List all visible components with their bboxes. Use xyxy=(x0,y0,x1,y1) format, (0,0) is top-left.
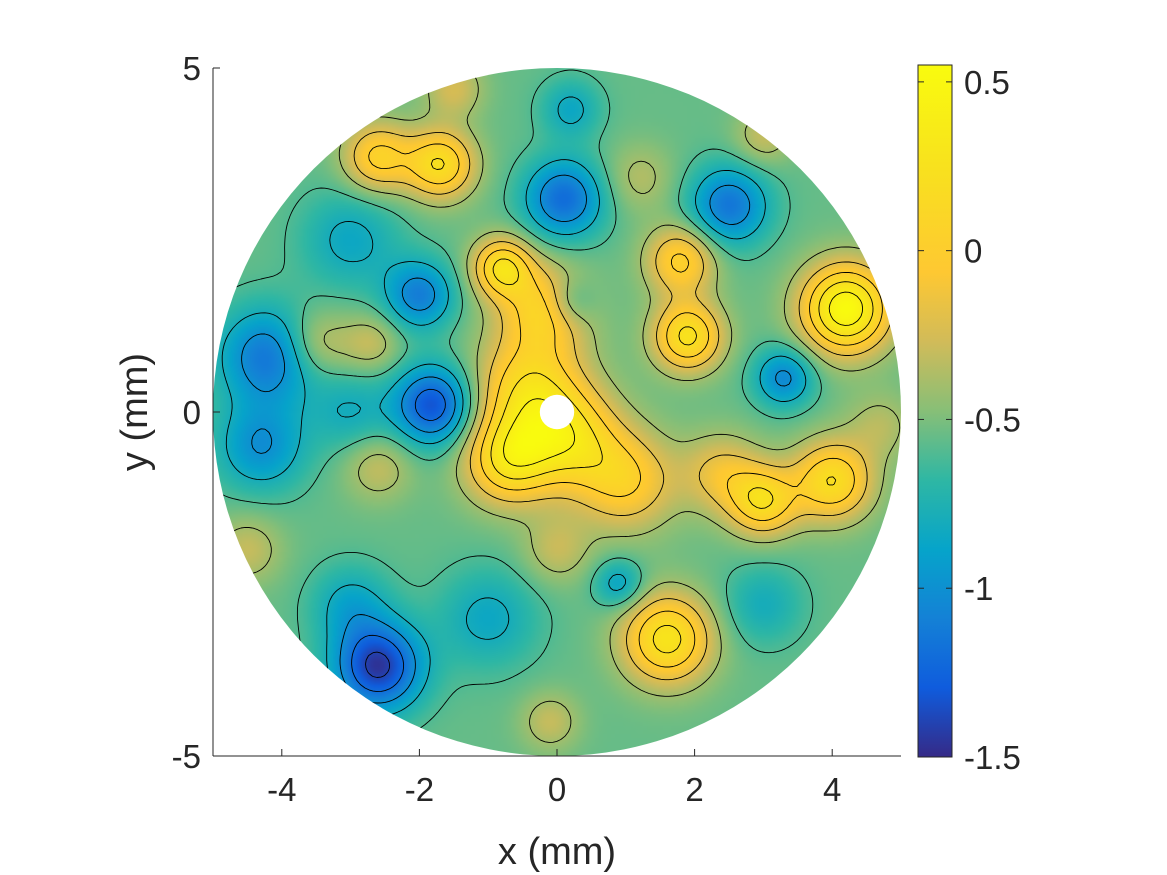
contour-line xyxy=(241,174,792,704)
contour-line xyxy=(353,131,894,681)
x-tick-label: -2 xyxy=(405,771,434,808)
y-tick-label: 5 xyxy=(183,50,201,87)
contour-line xyxy=(351,388,446,693)
colorbar-tick-label: -0.5 xyxy=(964,401,1021,438)
contour-fill xyxy=(213,68,901,756)
colorbar-ticks: 0.5 0 -0.5 -1 -1.5 xyxy=(918,64,1021,776)
x-ticks: -4 -2 0 2 4 xyxy=(267,749,841,808)
x-tick-label: 0 xyxy=(548,771,566,808)
colorbar-tick-label: -1 xyxy=(964,570,993,607)
contour-line xyxy=(365,651,390,678)
colorbar-gradient xyxy=(917,64,953,758)
x-tick-label: 4 xyxy=(823,771,841,808)
colorbar-tick-label: -1.5 xyxy=(964,739,1021,776)
x-tick-label: 2 xyxy=(685,771,703,808)
axes: -4 -2 0 2 4 -5 0 5 x (mm) y (mm) xyxy=(114,50,901,873)
contour-line xyxy=(430,157,874,654)
contour-line xyxy=(221,96,807,717)
x-tick-label: -4 xyxy=(267,771,296,808)
colorbar-tick-label: 0.5 xyxy=(964,64,1010,101)
contour-plot-area xyxy=(213,68,901,756)
y-ticks: -5 0 5 xyxy=(172,50,220,775)
colorbar: 0.5 0 -0.5 -1 -1.5 xyxy=(917,64,1021,776)
x-axis-label: x (mm) xyxy=(498,831,616,873)
y-tick-label: 0 xyxy=(183,394,201,431)
contour-line xyxy=(368,143,883,668)
y-tick-label: -5 xyxy=(172,738,201,775)
y-axis-label: y (mm) xyxy=(114,353,156,471)
colorbar-tick-label: 0 xyxy=(964,233,982,270)
contour-line xyxy=(503,291,864,467)
